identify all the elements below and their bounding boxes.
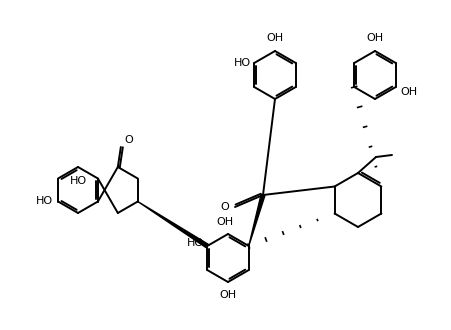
Text: HO: HO xyxy=(69,176,87,186)
Text: HO: HO xyxy=(36,196,53,207)
Text: O: O xyxy=(124,135,133,145)
Polygon shape xyxy=(248,194,264,246)
Text: OH: OH xyxy=(400,87,417,97)
Text: OH: OH xyxy=(219,290,236,300)
Text: O: O xyxy=(220,202,229,212)
Text: HO: HO xyxy=(187,238,204,248)
Text: HO: HO xyxy=(234,58,251,68)
Polygon shape xyxy=(138,202,208,248)
Text: OH: OH xyxy=(216,217,234,227)
Text: OH: OH xyxy=(266,33,283,43)
Text: OH: OH xyxy=(366,33,383,43)
